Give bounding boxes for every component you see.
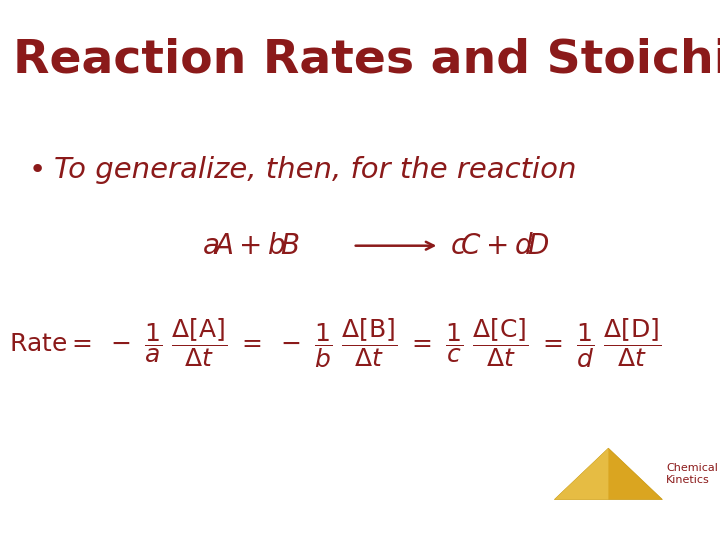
Text: $c\!C + d\!D$: $c\!C + d\!D$: [450, 232, 549, 260]
Polygon shape: [554, 448, 662, 500]
Text: •: •: [29, 156, 46, 184]
Text: Reaction Rates and Stoichiometry: Reaction Rates and Stoichiometry: [13, 38, 720, 83]
Text: Chemical
Kinetics: Chemical Kinetics: [666, 463, 718, 485]
Text: $\mathrm{Rate} = \ -\ \dfrac{1}{a}\ \dfrac{\Delta[\mathrm{A}]}{\Delta t}\ = \ -\: $\mathrm{Rate} = \ -\ \dfrac{1}{a}\ \dfr…: [9, 316, 661, 370]
Text: To generalize, then, for the reaction: To generalize, then, for the reaction: [54, 156, 577, 184]
Text: $a\!A + b\!B$: $a\!A + b\!B$: [202, 232, 300, 260]
Polygon shape: [554, 448, 608, 500]
